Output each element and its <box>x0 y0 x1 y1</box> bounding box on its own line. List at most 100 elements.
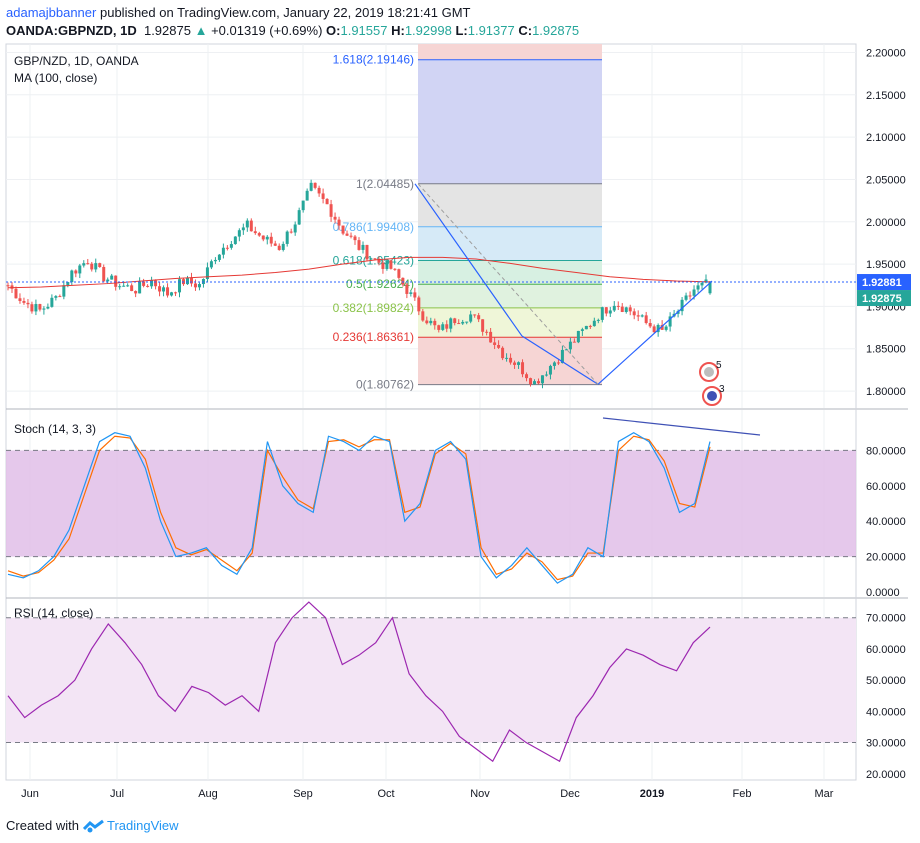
candle-body <box>584 325 588 330</box>
divergence-line <box>602 417 761 436</box>
high-label: H: <box>391 23 405 38</box>
candle-body <box>572 341 576 343</box>
rsi-y-tick: 30.0000 <box>866 738 906 750</box>
y-tick-label: 1.85000 <box>866 344 906 356</box>
tradingview-link[interactable]: TradingView <box>106 818 179 833</box>
last-price: 1.92875 <box>143 23 191 38</box>
candle-body <box>357 240 361 250</box>
candle-body <box>548 365 552 375</box>
close-label: C: <box>518 23 533 38</box>
candle-body <box>544 374 548 376</box>
candle-body <box>98 263 102 267</box>
candle-body <box>517 362 521 365</box>
rsi-y-tick: 20.0000 <box>866 769 906 781</box>
candle-body <box>457 323 461 325</box>
close-label-bg <box>857 290 911 307</box>
candle-body <box>636 315 640 317</box>
candle-body <box>397 269 401 278</box>
fib-level-label: 1(2.04485) <box>356 177 414 191</box>
candle-body <box>233 236 237 245</box>
candle-body <box>429 320 433 324</box>
candle-body <box>708 282 712 294</box>
stoch-y-tick: 40.0000 <box>866 516 906 528</box>
price-label: 1.92881 <box>862 277 902 289</box>
close-value: 1.92875 <box>532 23 580 38</box>
candle-body <box>564 349 568 351</box>
fib-zone <box>418 260 602 285</box>
y-tick-label: 2.20000 <box>866 47 906 59</box>
candle-body <box>126 285 130 287</box>
candle-body <box>229 244 233 248</box>
x-tick-label: Dec <box>560 788 580 800</box>
x-tick-label: Jul <box>110 788 124 800</box>
candle-body <box>178 279 182 293</box>
candle-body <box>50 297 54 307</box>
candle-body <box>197 284 201 288</box>
candle-body <box>369 258 373 260</box>
candle-body <box>189 277 193 284</box>
candle-body <box>305 190 309 201</box>
candle-body <box>309 182 313 191</box>
candle-body <box>401 277 405 285</box>
candle-body <box>664 326 668 330</box>
candle-body <box>453 318 457 324</box>
candle-body <box>501 347 505 359</box>
x-tick-label: Sep <box>293 788 313 800</box>
x-tick-label: Nov <box>470 788 490 800</box>
candle-body <box>361 244 365 250</box>
trend-line <box>414 183 523 337</box>
trend-line <box>521 335 599 385</box>
candle-body <box>269 236 273 244</box>
candle-body <box>600 307 604 320</box>
candle-body <box>477 315 481 320</box>
candle-body <box>46 306 50 309</box>
candle-body <box>130 285 134 292</box>
candle-body <box>648 323 652 327</box>
candle-body <box>381 262 385 269</box>
open-label: O: <box>326 23 341 38</box>
candle-body <box>421 311 425 321</box>
fib-zone <box>418 183 602 227</box>
candle-body <box>285 231 289 244</box>
candle-body <box>297 210 301 225</box>
candle-body <box>485 331 489 333</box>
candle-body <box>668 316 672 327</box>
candle-body <box>349 235 353 237</box>
candle-body <box>317 187 321 194</box>
candle-body <box>62 285 66 297</box>
candle-body <box>652 326 656 333</box>
candle-body <box>30 304 34 312</box>
candle-body <box>437 325 441 330</box>
candle-body <box>552 362 556 366</box>
candle-body <box>704 279 708 283</box>
y-tick-label: 1.80000 <box>866 386 906 398</box>
x-tick-label: Feb <box>733 788 752 800</box>
candle-body <box>692 289 696 296</box>
candle-body <box>469 314 473 322</box>
stoch-d-line <box>7 435 711 581</box>
x-tick-label: 2019 <box>640 788 664 800</box>
candle-body <box>560 349 564 364</box>
x-tick-label: Oct <box>377 788 394 800</box>
candle-body <box>373 258 377 260</box>
tradingview-logo-icon <box>82 819 104 833</box>
author-link[interactable]: adamajbbanner <box>6 5 97 20</box>
candle-body <box>409 292 413 294</box>
fib-level-label: 0.236(1.86361) <box>333 330 414 344</box>
event-badge-count: 5 <box>716 360 722 371</box>
chart-canvas[interactable]: Jun Jul Aug Sep Oct Nov Dec 2019 Feb Mar 2.20000 2.… <box>0 40 920 810</box>
y-tick-label: 2.15000 <box>866 90 906 102</box>
high-value: 1.92998 <box>404 23 452 38</box>
candle-body <box>365 244 369 260</box>
candle-body <box>509 357 513 363</box>
candle-body <box>86 263 90 265</box>
candle-body <box>489 331 493 343</box>
candle-body <box>700 282 704 286</box>
candle-body <box>74 270 78 274</box>
candle-body <box>620 306 624 312</box>
candle-body <box>174 292 178 294</box>
candle-body <box>201 279 205 285</box>
candle-body <box>213 259 217 262</box>
candle-body <box>449 318 453 329</box>
fib-level-label: 0.5(1.92624) <box>346 277 414 291</box>
